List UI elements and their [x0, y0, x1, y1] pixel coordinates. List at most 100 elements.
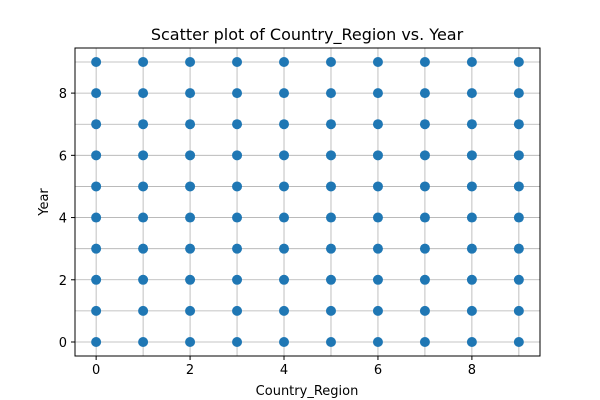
data-point [419, 150, 430, 161]
data-point [279, 181, 290, 192]
data-point [466, 212, 477, 223]
data-point [138, 305, 149, 316]
y-tick-label: 6 [59, 149, 67, 164]
data-point [138, 57, 149, 67]
data-point [419, 119, 430, 130]
data-point [232, 181, 243, 192]
data-point [325, 150, 336, 161]
data-point [91, 119, 102, 130]
data-point [513, 88, 524, 99]
data-point [372, 119, 383, 130]
data-point [325, 181, 336, 192]
data-point [466, 274, 477, 285]
data-point [466, 57, 477, 67]
data-points [91, 57, 524, 347]
data-point [325, 305, 336, 316]
data-point [232, 119, 243, 130]
y-tick-label: 2 [59, 274, 67, 289]
data-point [279, 274, 290, 285]
data-point [419, 305, 430, 316]
data-point [372, 150, 383, 161]
data-point [138, 150, 149, 161]
data-point [466, 119, 477, 130]
data-point [372, 305, 383, 316]
data-point [513, 150, 524, 161]
data-point [325, 274, 336, 285]
data-point [279, 57, 290, 67]
data-point [138, 243, 149, 254]
data-point [138, 274, 149, 285]
data-point [325, 119, 336, 130]
data-point [419, 88, 430, 99]
data-point [138, 119, 149, 130]
x-axis-ticks: 0 2 4 6 8 [92, 356, 476, 378]
data-point [325, 243, 336, 254]
data-point [185, 57, 196, 67]
data-point [232, 337, 243, 347]
y-tick-label: 8 [59, 87, 67, 102]
data-point [372, 243, 383, 254]
data-point [466, 150, 477, 161]
data-point [419, 57, 430, 67]
data-point [279, 337, 290, 347]
y-axis-label: Year [37, 188, 52, 217]
data-point [185, 274, 196, 285]
data-point [466, 88, 477, 99]
data-point [185, 88, 196, 99]
data-point [185, 243, 196, 254]
data-point [325, 337, 336, 347]
data-point [185, 181, 196, 192]
data-point [513, 337, 524, 347]
data-point [185, 212, 196, 223]
data-point [513, 305, 524, 316]
data-point [232, 274, 243, 285]
y-tick-label: 4 [59, 212, 67, 227]
data-point [279, 243, 290, 254]
data-point [466, 243, 477, 254]
data-point [279, 305, 290, 316]
data-point [91, 305, 102, 316]
data-point [279, 119, 290, 130]
data-point [513, 212, 524, 223]
data-point [466, 337, 477, 347]
data-point [466, 181, 477, 192]
x-tick-label: 2 [186, 363, 194, 378]
x-axis-label: Country_Region [256, 384, 359, 399]
data-point [91, 150, 102, 161]
data-point [232, 88, 243, 99]
data-point [185, 337, 196, 347]
data-point [232, 305, 243, 316]
data-point [232, 243, 243, 254]
x-tick-label: 4 [280, 363, 288, 378]
data-point [91, 88, 102, 99]
y-axis-ticks: 0 2 4 6 8 [59, 87, 75, 351]
data-point [91, 181, 102, 192]
data-point [419, 243, 430, 254]
data-point [513, 119, 524, 130]
data-point [232, 150, 243, 161]
data-point [185, 119, 196, 130]
plot-area-frame [74, 47, 541, 357]
data-point [419, 181, 430, 192]
x-tick-label: 6 [374, 363, 382, 378]
chart-title: Scatter plot of Country_Region vs. Year [151, 25, 464, 45]
data-point [513, 274, 524, 285]
x-tick-label: 8 [468, 363, 476, 378]
data-point [372, 57, 383, 67]
grid-lines [75, 48, 540, 356]
data-point [325, 212, 336, 223]
data-point [419, 337, 430, 347]
y-tick-label: 0 [59, 336, 67, 351]
data-point [513, 181, 524, 192]
data-point [138, 181, 149, 192]
data-point [232, 57, 243, 67]
x-tick-label: 0 [92, 363, 100, 378]
data-point [419, 212, 430, 223]
data-point [91, 274, 102, 285]
data-point [513, 243, 524, 254]
data-point [279, 212, 290, 223]
data-point [91, 57, 102, 67]
data-point [372, 181, 383, 192]
data-point [372, 212, 383, 223]
